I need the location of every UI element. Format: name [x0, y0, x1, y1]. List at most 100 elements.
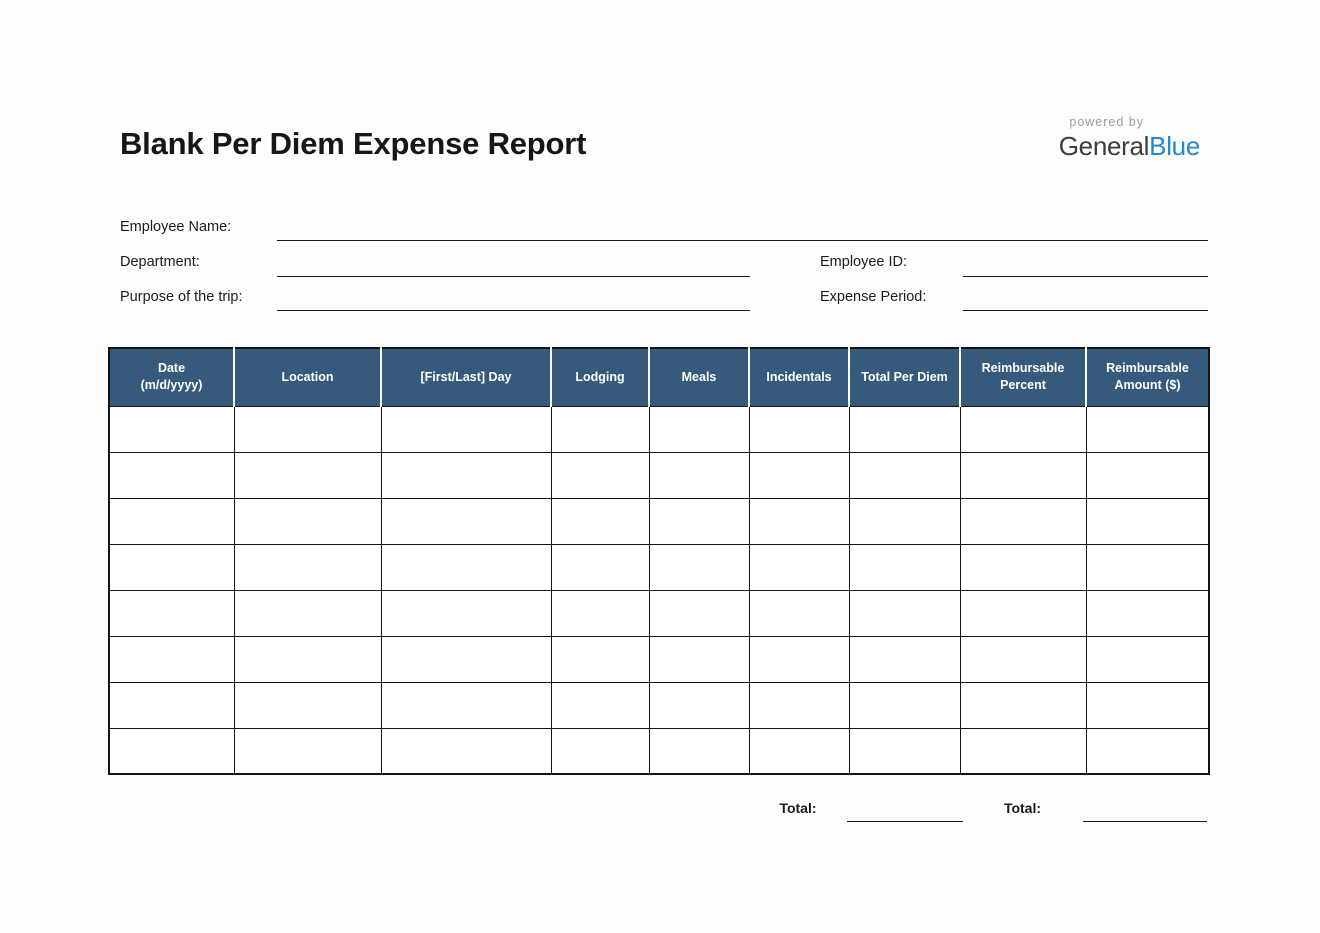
table-cell[interactable] — [959, 589, 1087, 637]
table-cell[interactable] — [1085, 497, 1210, 545]
table-cell[interactable] — [748, 635, 850, 683]
expense-table-body — [108, 405, 1210, 775]
table-cell[interactable] — [550, 635, 650, 683]
column-header-total-per-diem: Total Per Diem — [848, 348, 960, 407]
department-field[interactable] — [277, 256, 750, 277]
brand-name-blue: Blue — [1149, 130, 1200, 161]
table-cell[interactable] — [959, 681, 1087, 729]
table-cell[interactable] — [748, 451, 850, 499]
table-cell[interactable] — [380, 451, 552, 499]
table-cell[interactable] — [380, 497, 552, 545]
table-cell[interactable] — [1085, 405, 1210, 453]
table-cell[interactable] — [848, 681, 961, 729]
table-cell[interactable] — [648, 727, 750, 775]
table-cell[interactable] — [550, 727, 650, 775]
table-cell[interactable] — [233, 635, 382, 683]
table-cell[interactable] — [648, 635, 750, 683]
purpose-label: Purpose of the trip: — [120, 289, 243, 305]
table-cell[interactable] — [959, 405, 1087, 453]
purpose-field[interactable] — [277, 290, 750, 311]
table-cell[interactable] — [550, 497, 650, 545]
table-cell[interactable] — [959, 635, 1087, 683]
expense-table-header: Date (m/d/yyyy) Location [First/Last] Da… — [109, 348, 1209, 407]
table-cell[interactable] — [233, 589, 382, 637]
table-cell[interactable] — [233, 405, 382, 453]
table-cell[interactable] — [108, 635, 235, 683]
table-cell[interactable] — [648, 681, 750, 729]
table-cell[interactable] — [848, 727, 961, 775]
table-cell[interactable] — [1085, 451, 1210, 499]
table-cell[interactable] — [108, 543, 235, 591]
table-cell[interactable] — [108, 451, 235, 499]
brand-logo: powered by GeneralBlue — [1059, 115, 1201, 161]
column-header-incidentals: Incidentals — [748, 348, 849, 407]
table-cell[interactable] — [380, 589, 552, 637]
table-cell[interactable] — [1085, 681, 1210, 729]
table-cell[interactable] — [233, 727, 382, 775]
table-cell[interactable] — [380, 405, 552, 453]
table-cell[interactable] — [848, 589, 961, 637]
table-cell[interactable] — [380, 635, 552, 683]
column-header-location: Location — [233, 348, 381, 407]
table-row — [108, 451, 1210, 499]
table-cell[interactable] — [233, 543, 382, 591]
table-cell[interactable] — [550, 681, 650, 729]
table-cell[interactable] — [848, 635, 961, 683]
table-cell[interactable] — [1085, 589, 1210, 637]
table-cell[interactable] — [748, 497, 850, 545]
table-cell[interactable] — [550, 451, 650, 499]
table-cell[interactable] — [108, 405, 235, 453]
table-cell[interactable] — [233, 681, 382, 729]
column-header-reimbursable-amount: Reimbursable Amount ($) — [1085, 348, 1209, 407]
table-cell[interactable] — [648, 543, 750, 591]
table-cell[interactable] — [748, 681, 850, 729]
header-row: Date (m/d/yyyy) Location [First/Last] Da… — [109, 348, 1209, 407]
reimbursable-total-field[interactable] — [1083, 801, 1207, 822]
table-cell[interactable] — [550, 543, 650, 591]
table-cell[interactable] — [233, 451, 382, 499]
table-cell[interactable] — [550, 589, 650, 637]
table-cell[interactable] — [748, 405, 850, 453]
table-row — [108, 589, 1210, 637]
table-cell[interactable] — [748, 543, 850, 591]
employee-name-field[interactable] — [277, 220, 1208, 241]
table-cell[interactable] — [959, 727, 1087, 775]
table-cell[interactable] — [380, 543, 552, 591]
table-cell[interactable] — [550, 405, 650, 453]
column-header-reimbursable-percent: Reimbursable Percent — [959, 348, 1086, 407]
table-row — [108, 635, 1210, 683]
expense-period-label: Expense Period: — [820, 289, 927, 305]
table-cell[interactable] — [1085, 635, 1210, 683]
table-cell[interactable] — [1085, 727, 1210, 775]
table-cell[interactable] — [380, 727, 552, 775]
table-cell[interactable] — [959, 451, 1087, 499]
table-cell[interactable] — [748, 727, 850, 775]
table-row — [108, 727, 1210, 775]
column-header-lodging: Lodging — [550, 348, 649, 407]
table-cell[interactable] — [648, 405, 750, 453]
table-cell[interactable] — [1085, 543, 1210, 591]
expense-period-field[interactable] — [963, 290, 1208, 311]
table-cell[interactable] — [848, 497, 961, 545]
department-label: Department: — [120, 254, 200, 270]
table-cell[interactable] — [848, 405, 961, 453]
table-cell[interactable] — [648, 451, 750, 499]
table-cell[interactable] — [959, 543, 1087, 591]
table-cell[interactable] — [848, 543, 961, 591]
table-cell[interactable] — [233, 497, 382, 545]
table-cell[interactable] — [748, 589, 850, 637]
table-cell[interactable] — [848, 451, 961, 499]
table-cell[interactable] — [108, 727, 235, 775]
table-cell[interactable] — [108, 497, 235, 545]
table-cell[interactable] — [108, 589, 235, 637]
employee-id-field[interactable] — [963, 256, 1208, 277]
per-diem-total-field[interactable] — [847, 801, 963, 822]
reimbursable-total-label: Total: — [1003, 800, 1042, 816]
employee-name-label: Employee Name: — [120, 219, 232, 235]
table-cell[interactable] — [108, 681, 235, 729]
table-cell[interactable] — [648, 589, 750, 637]
powered-by-text: powered by — [1069, 115, 1144, 129]
table-cell[interactable] — [648, 497, 750, 545]
table-cell[interactable] — [959, 497, 1087, 545]
table-cell[interactable] — [380, 681, 552, 729]
